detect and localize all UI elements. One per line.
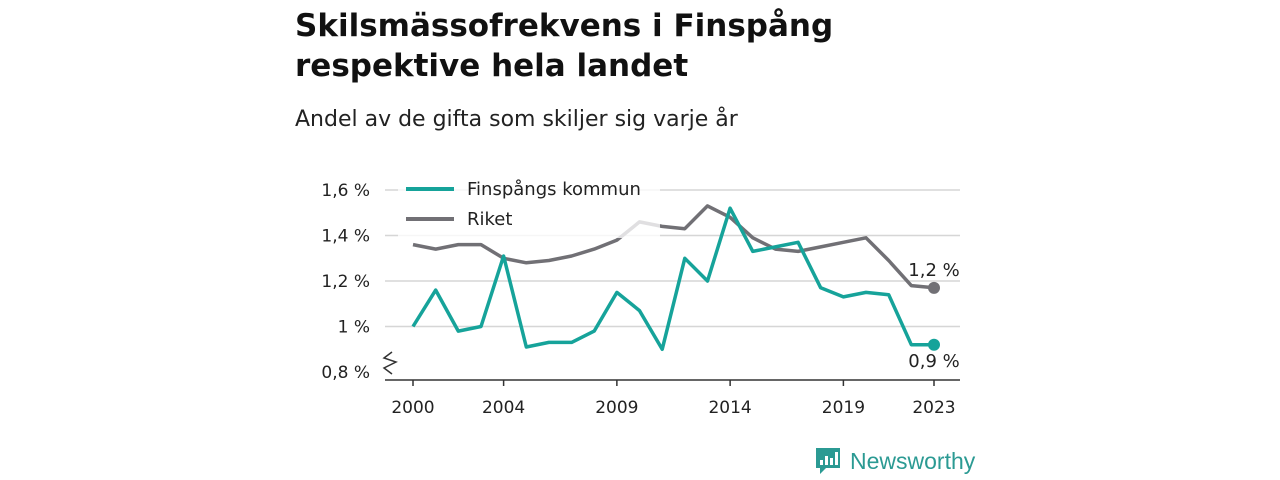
axis-break-icon xyxy=(382,351,398,375)
legend-label: Finspångs kommun xyxy=(467,179,641,200)
x-tick-label: 2000 xyxy=(391,398,434,418)
chart-subtitle: Andel av de gifta som skiljer sig varje … xyxy=(295,107,738,132)
y-tick-label: 1,4 % xyxy=(321,227,370,247)
newsworthy-logo-icon xyxy=(816,448,840,474)
y-tick-label: 1 % xyxy=(338,318,370,338)
legend-label: Riket xyxy=(467,209,512,230)
y-tick-label: 0,8 % xyxy=(321,363,370,383)
series-line xyxy=(411,206,934,352)
x-tick-label: 2023 xyxy=(912,398,955,418)
x-tick-label: 2004 xyxy=(482,398,525,418)
legend: Finspångs kommun Riket xyxy=(398,176,660,238)
x-tick-label: 2014 xyxy=(708,398,751,418)
x-tick-label: 2009 xyxy=(595,398,638,418)
chart-title: Skilsmässofrekvens i Finspång respektive… xyxy=(295,8,834,84)
y-tick-label: 1,2 % xyxy=(321,272,370,292)
y-tick-label: 1,6 % xyxy=(321,181,370,201)
x-axis-tick-labels: 2000 2004 2009 2014 2019 2023 xyxy=(391,398,955,418)
end-labels: 1,2 % 0,9 % xyxy=(908,260,959,372)
series-lines xyxy=(411,204,940,352)
brand-name: Newsworthy xyxy=(850,447,976,474)
newsworthy-logo: Newsworthy xyxy=(814,446,975,476)
end-label: 0,9 % xyxy=(908,351,959,372)
series-line xyxy=(412,204,935,290)
x-tick-label: 2019 xyxy=(822,398,865,418)
y-axis-tick-labels: 0,8 % 1 % 1,2 % 1,4 % 1,6 % xyxy=(321,181,370,383)
series-end-point xyxy=(928,281,940,294)
x-axis xyxy=(385,379,960,386)
series-end-point xyxy=(928,338,940,351)
legend-background xyxy=(398,176,660,238)
end-label: 1,2 % xyxy=(908,260,959,281)
